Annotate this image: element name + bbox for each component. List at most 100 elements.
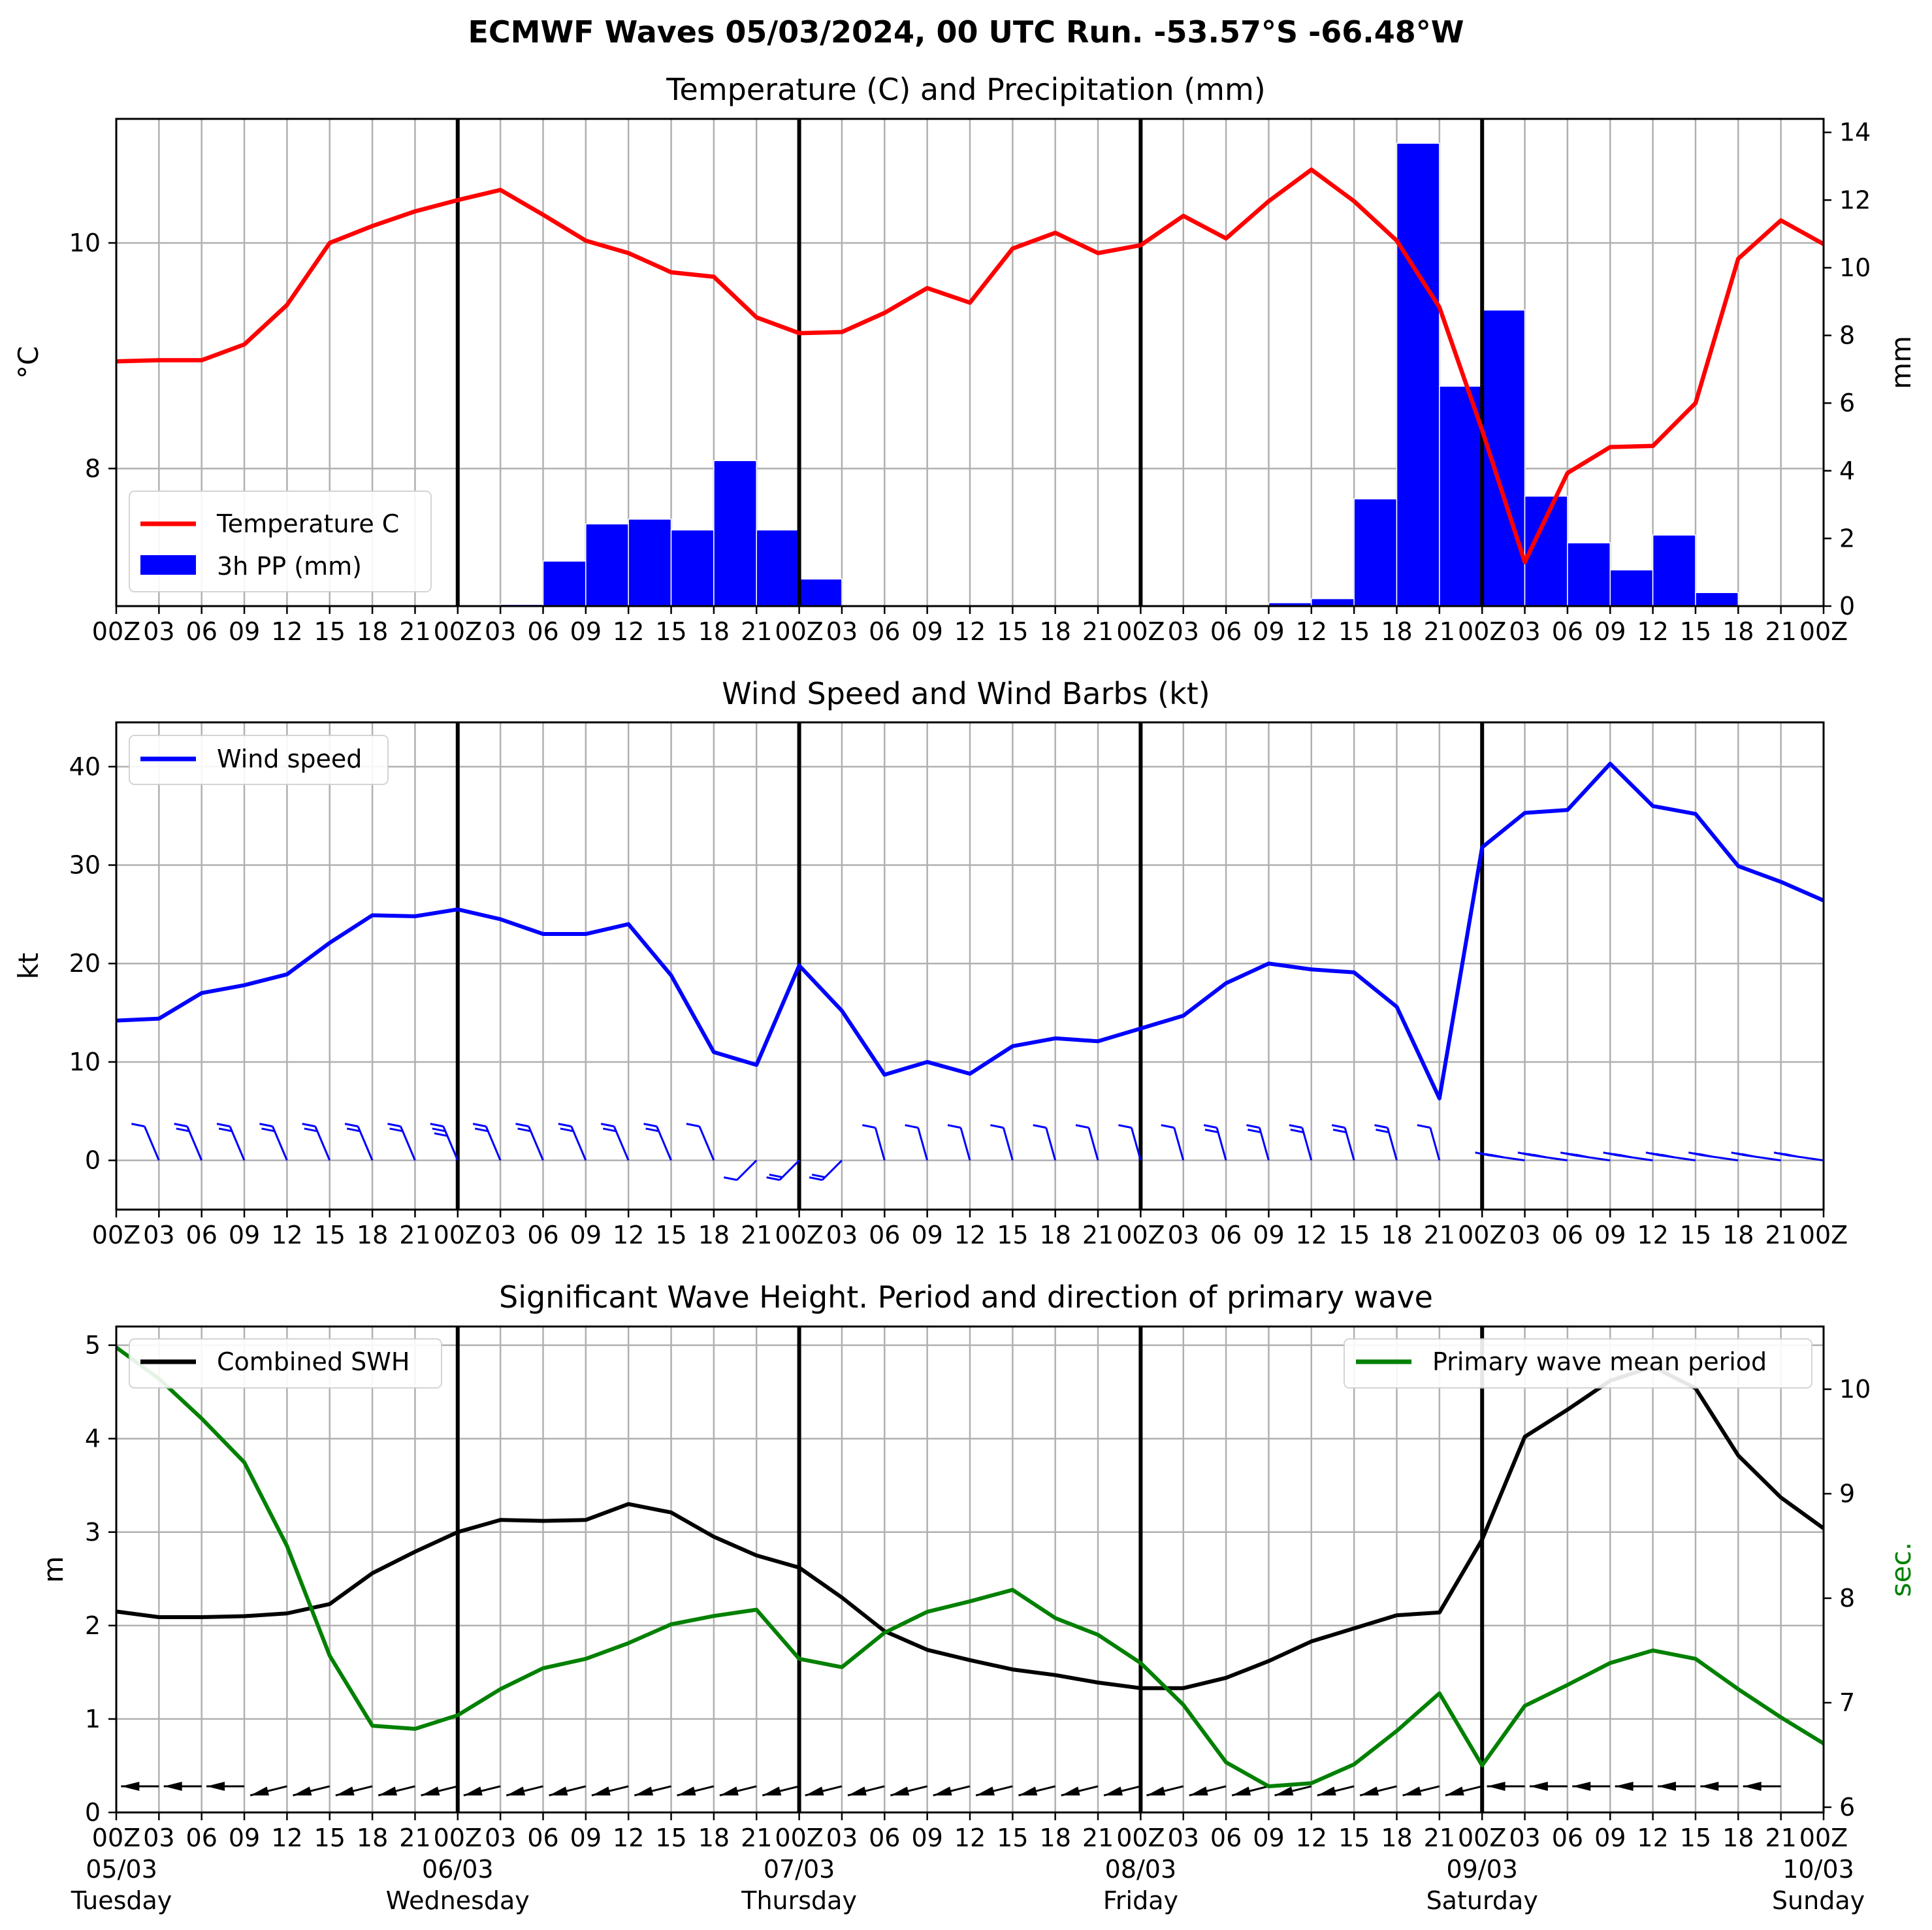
y2-tick-label: 4 bbox=[1839, 457, 1855, 485]
wave-direction-arrow bbox=[1615, 1781, 1653, 1791]
precip-axis-label: mm bbox=[1885, 336, 1917, 389]
wind-barb-flag bbox=[990, 1124, 1004, 1129]
day-weekday-label: Friday bbox=[1103, 1886, 1178, 1915]
wave-arrow-head bbox=[335, 1786, 355, 1795]
y2-tick-label: 14 bbox=[1839, 118, 1871, 147]
x-tick-label: 12 bbox=[613, 1824, 644, 1852]
wind-barb bbox=[947, 1124, 971, 1161]
swh-legend: Combined SWH bbox=[129, 1338, 442, 1389]
wave-arrow-head bbox=[1146, 1786, 1166, 1795]
wind-barb-shaft bbox=[1087, 1127, 1099, 1161]
wind-barb-flag bbox=[723, 1176, 737, 1182]
x-tick-label: 03 bbox=[1509, 1824, 1540, 1852]
wind-barb bbox=[1560, 1151, 1611, 1162]
x-tick-label: 06 bbox=[1210, 1221, 1242, 1249]
wind-barb-flag bbox=[862, 1124, 876, 1129]
x-tick-label: 00Z bbox=[1458, 1221, 1506, 1249]
wind-barb-shaft bbox=[1344, 1127, 1355, 1161]
precip-bar bbox=[1439, 385, 1483, 607]
wind-legend-box bbox=[129, 735, 389, 785]
wave-direction-arrow bbox=[1445, 1785, 1483, 1797]
wave-direction-arrow bbox=[805, 1785, 843, 1797]
wind-barb-flag bbox=[1490, 1153, 1504, 1159]
wave-direction-arrow bbox=[1529, 1781, 1568, 1791]
wave-arrow-head bbox=[1360, 1786, 1379, 1795]
x-tick-label: 06 bbox=[186, 1221, 217, 1249]
wind-barb bbox=[430, 1123, 459, 1161]
x-tick-label: 18 bbox=[1381, 1221, 1412, 1249]
wave-arrow-head bbox=[677, 1786, 696, 1795]
precip-bar bbox=[628, 519, 672, 607]
day-date-label: 06/03 bbox=[422, 1855, 494, 1884]
day-date-label: 08/03 bbox=[1105, 1855, 1177, 1884]
wind-barb bbox=[686, 1123, 715, 1161]
x-tick-label: 15 bbox=[1338, 617, 1370, 646]
wind-barb-flag bbox=[769, 1173, 783, 1178]
wind-barb-shaft bbox=[698, 1126, 715, 1161]
day-weekday-label: Tuesday bbox=[71, 1886, 172, 1915]
wave-arrow-head bbox=[1657, 1781, 1676, 1791]
wind-barb bbox=[344, 1123, 374, 1161]
wind-barb bbox=[1475, 1151, 1525, 1162]
wind-barb bbox=[1773, 1151, 1824, 1162]
wind-barb bbox=[905, 1124, 929, 1161]
wind-barb bbox=[723, 1159, 758, 1182]
wave-arrow-head bbox=[206, 1781, 225, 1791]
x-tick-label: 15 bbox=[314, 1824, 346, 1852]
wind-barb-flag bbox=[259, 1123, 273, 1128]
x-tick-label: 18 bbox=[698, 617, 730, 646]
wave-direction-arrow bbox=[933, 1785, 971, 1797]
wave-arrow-head bbox=[250, 1786, 269, 1795]
x-tick-label: 03 bbox=[826, 1824, 858, 1852]
y2-tick-label: 6 bbox=[1839, 389, 1855, 417]
wave-panel-title: Significant Wave Height. Period and dire… bbox=[499, 1279, 1433, 1315]
wind-barb-flag bbox=[602, 1127, 617, 1133]
wind-barb-flag bbox=[304, 1127, 318, 1133]
x-tick-label: 06 bbox=[527, 617, 558, 646]
wave-arrow-head bbox=[1615, 1781, 1634, 1791]
x-tick-label: 15 bbox=[1680, 617, 1711, 646]
x-tick-label: 06 bbox=[1210, 1824, 1242, 1852]
wind-barb-flag bbox=[600, 1123, 615, 1128]
x-tick-label: 00Z bbox=[1799, 1824, 1848, 1852]
wave-direction-arrow bbox=[677, 1785, 715, 1797]
y-tick-label: 10 bbox=[69, 229, 101, 257]
wind-barb bbox=[990, 1124, 1014, 1161]
y2-tick-label: 9 bbox=[1839, 1479, 1855, 1508]
wave-arrow-head bbox=[1232, 1786, 1251, 1795]
wind-barb-flag bbox=[174, 1123, 187, 1128]
wind-barb-flag bbox=[261, 1127, 275, 1133]
x-tick-label: 15 bbox=[655, 1824, 686, 1852]
wind-barb-shaft bbox=[821, 1159, 843, 1181]
wind-barb-shaft bbox=[1259, 1127, 1270, 1161]
x-tick-label: 00Z bbox=[92, 1824, 140, 1852]
temp-axis-label: °C bbox=[12, 346, 44, 379]
wind-barb-shaft bbox=[1301, 1127, 1313, 1161]
x-tick-label: 00Z bbox=[1799, 1221, 1848, 1249]
wind-barb bbox=[1161, 1124, 1185, 1161]
y2-tick-label: 6 bbox=[1839, 1793, 1855, 1822]
precip-bar bbox=[1353, 498, 1398, 607]
x-tick-label: 21 bbox=[399, 1221, 430, 1249]
x-tick-label: 21 bbox=[1082, 617, 1114, 646]
x-tick-label: 12 bbox=[954, 1221, 986, 1249]
wind-barb-shaft bbox=[613, 1126, 630, 1161]
x-tick-label: 00Z bbox=[775, 1824, 823, 1852]
wind-barb-shaft bbox=[143, 1126, 160, 1161]
x-tick-label: 00Z bbox=[434, 617, 482, 646]
precip-bar bbox=[585, 523, 629, 607]
y-tick-label: 3 bbox=[85, 1518, 101, 1547]
x-tick-label: 15 bbox=[997, 617, 1028, 646]
wind-barb bbox=[174, 1123, 203, 1161]
x-tick-label: 00Z bbox=[92, 1221, 140, 1249]
x-tick-label: 21 bbox=[399, 617, 430, 646]
wind-barb-flag bbox=[474, 1127, 489, 1133]
x-tick-label: 12 bbox=[1637, 617, 1668, 646]
y2-tick-label: 2 bbox=[1839, 524, 1855, 553]
wave-arrow-head bbox=[805, 1786, 824, 1795]
wind-barb-flag bbox=[1784, 1153, 1797, 1158]
period-line bbox=[115, 1345, 1825, 1788]
precip-bar bbox=[1609, 569, 1654, 607]
x-tick-label: 00Z bbox=[775, 617, 823, 646]
x-tick-label: 00Z bbox=[1458, 1824, 1506, 1852]
